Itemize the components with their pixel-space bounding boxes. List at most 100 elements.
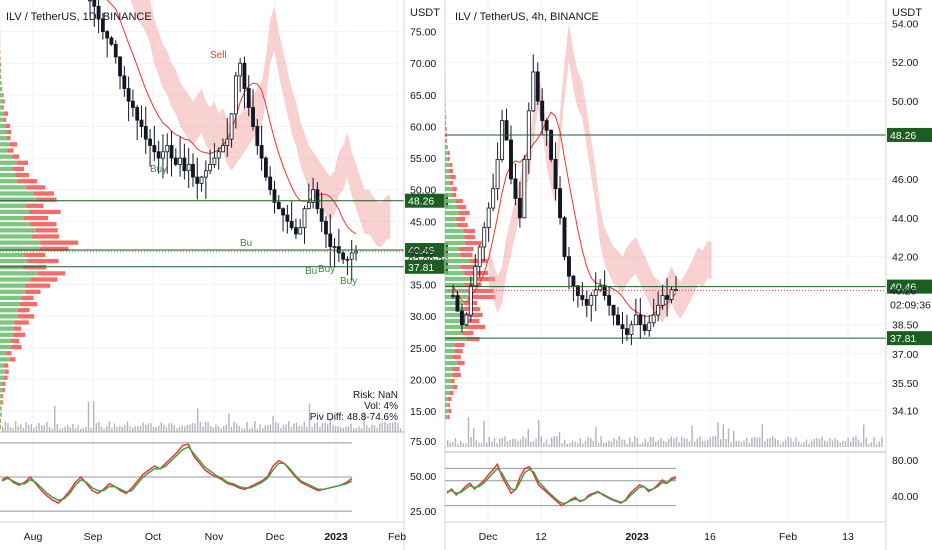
price-label-box <box>405 243 448 258</box>
volume-profile-bar <box>12 166 24 172</box>
volume-bar <box>392 423 394 432</box>
volume-profile-bar <box>3 375 8 380</box>
volume-bar <box>605 442 607 447</box>
volume-bar <box>597 443 600 447</box>
buy-signal-label: Buy <box>340 276 357 287</box>
candle-body <box>139 119 144 127</box>
volume-bar <box>522 436 524 447</box>
volume-profile-bar <box>26 185 46 190</box>
volume-bar <box>251 427 253 432</box>
candle-body <box>589 295 594 306</box>
volume-profile-bar <box>445 300 464 306</box>
volume-bar <box>334 425 337 432</box>
candle-body <box>341 252 346 260</box>
volume-bar <box>119 426 121 432</box>
volume-profile-bar <box>0 142 10 147</box>
candle-body <box>549 129 554 160</box>
volume-bar <box>319 426 321 432</box>
buy-signal-label: Bu <box>240 238 252 249</box>
candle-body <box>148 138 152 146</box>
volume-bar <box>373 425 376 432</box>
volume-profile-bar <box>0 203 27 208</box>
volume-profile-bar <box>447 396 452 402</box>
volume-profile-bar <box>445 234 465 240</box>
oscillator-line <box>446 467 677 504</box>
volume-bar <box>694 441 696 447</box>
volume-profile-bar <box>6 351 12 356</box>
left-y-axis: 75.00 70.00 65.00 60.00 55.00 50.00 45.00 35.00… <box>410 27 436 418</box>
volume-profile-bar <box>0 418 1 423</box>
volume-bar <box>217 426 220 432</box>
volume-bar <box>473 428 475 447</box>
volume-profile-bar <box>445 162 450 168</box>
volume-bar <box>792 441 795 447</box>
volume-bar <box>25 422 27 432</box>
volume-profile-bar <box>0 351 7 356</box>
volume-bar <box>696 438 698 447</box>
volume-bar <box>535 438 537 447</box>
volume-profile-bar <box>452 366 460 372</box>
volume-profile-bar <box>445 402 449 408</box>
candle-body <box>584 299 589 306</box>
candle-body <box>319 208 324 222</box>
volume-bar <box>720 439 722 447</box>
volume-bar <box>553 436 555 447</box>
oscillator-y-tick-label: 50.00 <box>410 471 436 483</box>
volume-bar <box>106 426 108 432</box>
left-x-axis: Aug Sep Oct Nov Dec 2023 Feb <box>24 531 407 543</box>
volume-profile-bar <box>445 324 467 330</box>
x-tick-label: Feb <box>779 531 797 543</box>
y-tick-label: 35.50 <box>892 378 918 390</box>
candle-body <box>225 138 230 146</box>
volume-profile-bar <box>1 394 4 399</box>
volume-bar <box>236 423 238 432</box>
volume-profile-bar <box>9 357 16 362</box>
candle-body <box>562 217 567 258</box>
candle-body <box>229 113 234 140</box>
candle-body <box>328 233 333 248</box>
candle-body <box>486 207 491 228</box>
volume-bar <box>688 441 691 447</box>
volume-bar <box>298 425 300 432</box>
volume-bar <box>712 436 714 447</box>
volume-bar <box>629 437 631 447</box>
volume-profile-bar <box>445 186 453 192</box>
volume-bar <box>95 422 97 432</box>
volume-profile-bar <box>445 150 448 156</box>
volume-bar <box>800 443 802 447</box>
candle-body <box>522 159 527 219</box>
candle-body <box>624 328 629 335</box>
volume-profile-bar <box>0 154 13 159</box>
volume-bar <box>551 437 553 447</box>
price-label: 40.46 <box>405 243 448 258</box>
volume-bar <box>766 438 769 447</box>
x-tick-label: Sep <box>84 531 103 543</box>
volume-bar <box>483 420 485 447</box>
volume-bar <box>649 436 652 447</box>
candle-body <box>186 164 191 172</box>
volume-profile-bar <box>445 204 458 210</box>
volume-profile-bar <box>0 105 2 110</box>
volume-profile-bar <box>0 117 4 122</box>
volume-bar <box>457 443 459 447</box>
volume-bar <box>681 436 683 447</box>
oscillator-y-tick-label: 25.00 <box>410 506 436 518</box>
volume-bar <box>818 438 821 447</box>
volume-bar <box>779 443 782 447</box>
volume-bar <box>735 440 737 447</box>
right-candles <box>451 54 678 346</box>
volume-bar <box>327 424 329 432</box>
volume-profile-bar <box>24 252 46 258</box>
volume-profile-bar <box>0 301 20 307</box>
volume-profile-bar <box>446 144 448 150</box>
volume-bar <box>584 440 587 447</box>
candle-body <box>182 157 187 172</box>
volume-bar <box>35 425 38 432</box>
candle-body <box>195 176 200 184</box>
volume-profile-bar <box>445 138 447 144</box>
volume-bar <box>517 440 519 447</box>
volume-bar <box>701 440 704 447</box>
volume-profile-bar <box>27 258 59 264</box>
